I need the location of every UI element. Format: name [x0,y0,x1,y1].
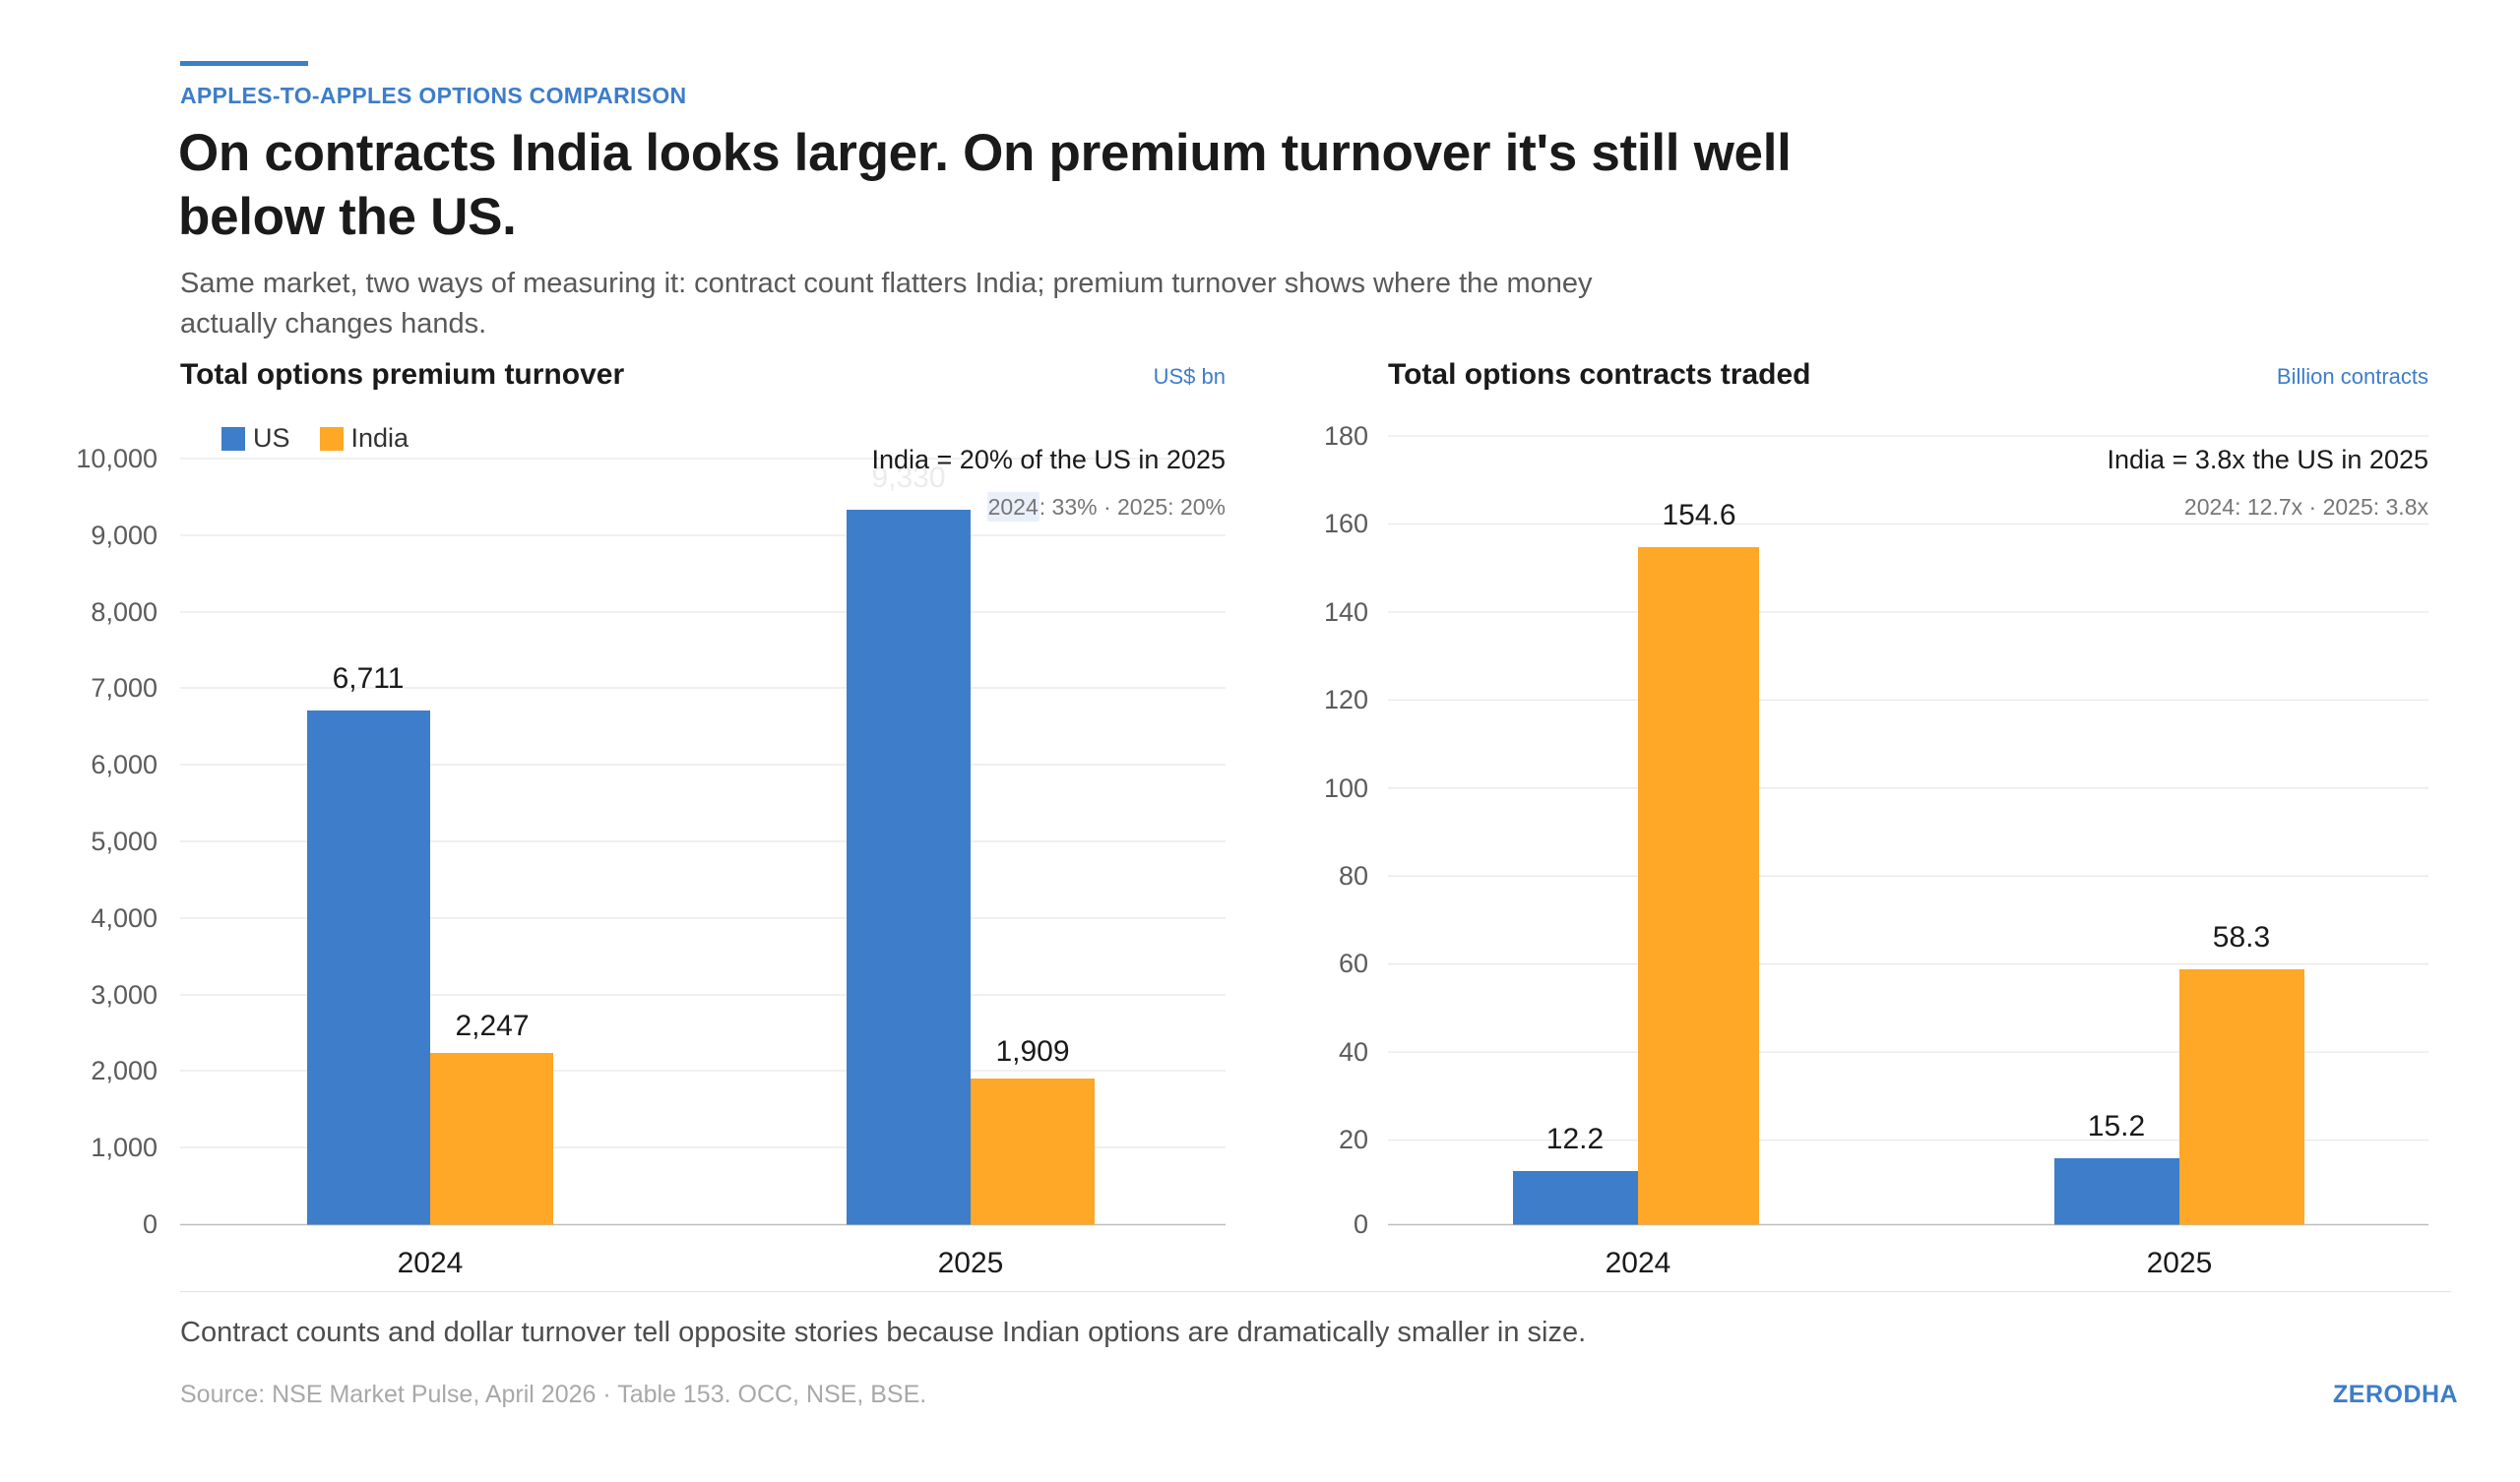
svg-text:3,000: 3,000 [91,980,158,1010]
svg-text:140: 140 [1324,597,1368,627]
svg-text:120: 120 [1324,685,1368,714]
svg-text:80: 80 [1339,861,1368,891]
svg-text:20: 20 [1339,1125,1368,1154]
svg-text:154.6: 154.6 [1662,499,1735,531]
svg-text:10,000: 10,000 [76,444,158,473]
svg-text:2025: 2025 [938,1247,1004,1279]
svg-text:1,909: 1,909 [995,1035,1069,1068]
svg-text:6,711: 6,711 [333,662,405,695]
svg-text:1,000: 1,000 [91,1133,158,1162]
svg-text:6,000: 6,000 [91,750,158,779]
svg-text:8,000: 8,000 [91,597,158,627]
svg-text:15.2: 15.2 [2088,1110,2145,1142]
svg-text:9,000: 9,000 [91,521,158,550]
svg-text:160: 160 [1324,509,1368,538]
svg-text:2025: 2025 [2147,1247,2213,1279]
svg-text:2,247: 2,247 [455,1010,529,1042]
svg-text:100: 100 [1324,773,1368,803]
svg-text:40: 40 [1339,1037,1368,1067]
svg-text:2024: 2024 [1606,1247,1671,1279]
svg-text:0: 0 [143,1209,158,1239]
svg-text:0: 0 [1354,1209,1368,1239]
svg-text:2024: 2024 [398,1247,464,1279]
svg-text:58.3: 58.3 [2213,921,2270,954]
svg-text:7,000: 7,000 [91,673,158,703]
svg-text:5,000: 5,000 [91,827,158,856]
svg-text:4,000: 4,000 [91,903,158,933]
svg-text:2,000: 2,000 [91,1056,158,1085]
svg-text:12.2: 12.2 [1546,1123,1604,1155]
svg-text:60: 60 [1339,949,1368,978]
svg-text:180: 180 [1324,421,1368,451]
